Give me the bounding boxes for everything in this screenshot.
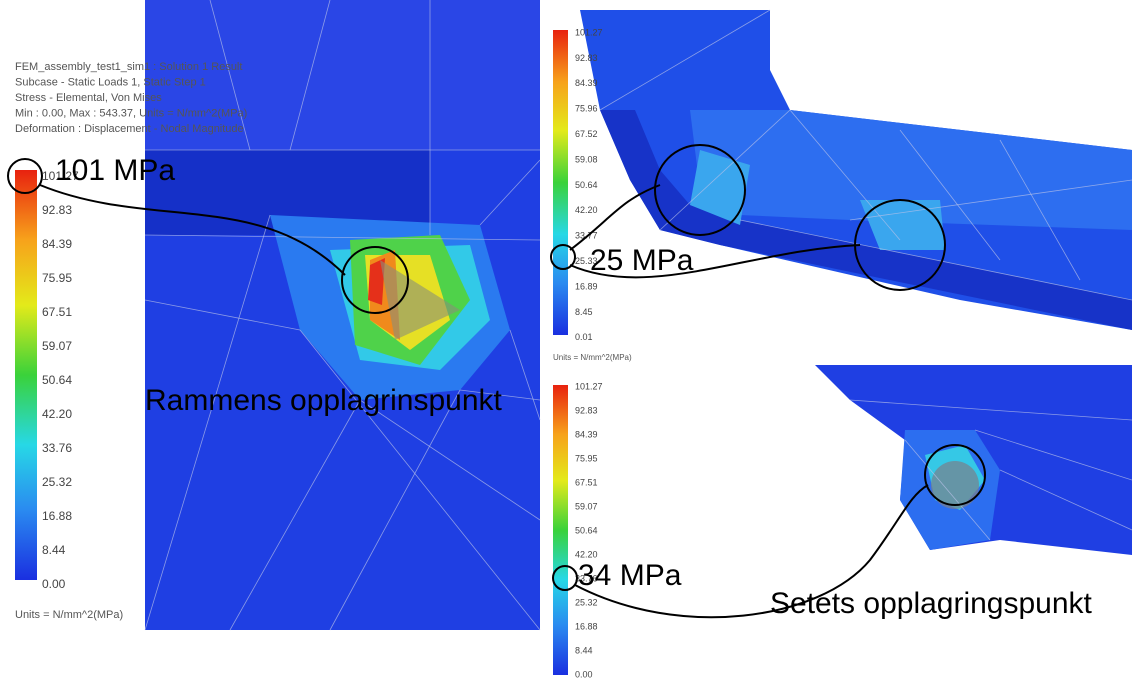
units-label: Units = N/mm^2(MPa): [553, 353, 632, 362]
legend-label: 42.20: [575, 205, 598, 215]
annotation: 25 MPa: [590, 244, 694, 277]
bottom-right-model: [815, 365, 1132, 555]
caption: Setets opplagringspunkt: [770, 587, 1093, 620]
legend-label: 84.39: [575, 429, 598, 439]
legend-label: 59.08: [575, 154, 598, 164]
header-line: Deformation : Displacement - Nodal Magni…: [15, 123, 244, 135]
legend-label: 16.88: [42, 509, 72, 523]
figure: 101.27 92.83 84.39 75.95 67.51 59.07 50.64 42.2…: [0, 0, 1132, 679]
legend-label: 75.96: [575, 104, 598, 114]
legend-label: 8.44: [42, 543, 66, 557]
annotation: 34 MPa: [578, 559, 682, 592]
legend-label: 42.20: [42, 407, 72, 421]
legend-label: 59.07: [575, 501, 598, 511]
legend-label: 67.51: [575, 477, 598, 487]
legend-label: 25.32: [575, 597, 598, 607]
legend-label: 0.00: [42, 577, 66, 591]
legend-label: 75.95: [575, 453, 598, 463]
top-right-model: [580, 10, 1132, 330]
legend-label: 50.64: [42, 373, 72, 387]
legend-label: 67.51: [42, 305, 72, 319]
legend-label: 16.89: [575, 281, 598, 291]
colorbar: [15, 170, 37, 580]
legend-label: 33.76: [42, 441, 72, 455]
legend-label: 8.45: [575, 307, 593, 317]
legend-label: 75.95: [42, 271, 72, 285]
legend-label: 42.20: [575, 549, 598, 559]
legend-label: 92.83: [575, 53, 598, 63]
legend-label: 101.27: [575, 27, 603, 37]
legend-label: 50.64: [575, 180, 598, 190]
legend-label: 0.00: [575, 669, 593, 679]
legend-label: 0.01: [575, 332, 593, 342]
header-line: Stress - Elemental, Von Mises: [15, 92, 162, 104]
legend-label: 92.83: [42, 203, 72, 217]
header-line: FEM_assembly_test1_sim1 : Solution 1 Res…: [15, 61, 242, 73]
legend-label: 33.77: [575, 231, 598, 241]
annotation: 101 MPa: [55, 154, 175, 187]
legend-label: 84.39: [42, 237, 72, 251]
legend-label: 92.83: [575, 405, 598, 415]
units-label: Units = N/mm^2(MPa): [15, 609, 123, 621]
caption: Rammens opplagrinspunkt: [145, 384, 503, 417]
header-line: Subcase - Static Loads 1, Static Step 1: [15, 76, 206, 88]
legend-label: 67.52: [575, 129, 598, 139]
legend-label: 101.27: [575, 381, 603, 391]
colorbar: [553, 385, 568, 675]
legend-label: 8.44: [575, 645, 593, 655]
colorbar: [553, 30, 568, 335]
legend-label: 50.64: [575, 525, 598, 535]
legend-label: 84.39: [575, 78, 598, 88]
left-model: [145, 0, 540, 630]
legend-label: 16.88: [575, 621, 598, 631]
legend-label: 59.07: [42, 339, 72, 353]
legend-label: 25.32: [42, 475, 72, 489]
header-line: Min : 0.00, Max : 543.37, Units = N/mm^2…: [15, 107, 247, 119]
